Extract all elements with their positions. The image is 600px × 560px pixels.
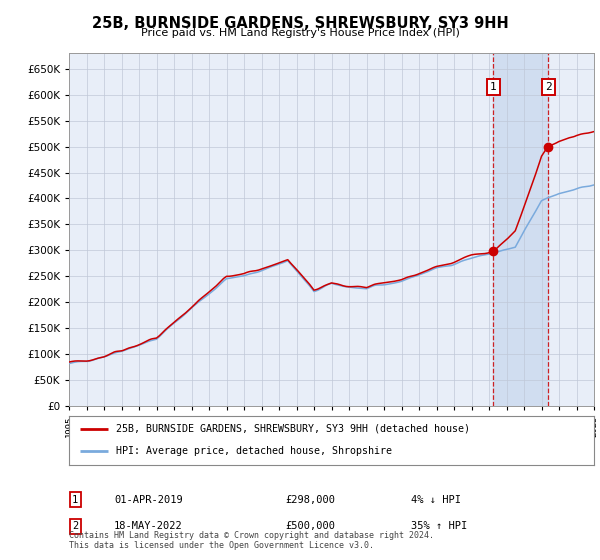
Text: 25B, BURNSIDE GARDENS, SHREWSBURY, SY3 9HH: 25B, BURNSIDE GARDENS, SHREWSBURY, SY3 9… <box>92 16 508 31</box>
Text: 35% ↑ HPI: 35% ↑ HPI <box>411 521 467 531</box>
Text: 2: 2 <box>545 82 551 92</box>
Text: 18-MAY-2022: 18-MAY-2022 <box>114 521 183 531</box>
Text: £500,000: £500,000 <box>285 521 335 531</box>
Text: 2: 2 <box>72 521 78 531</box>
Text: 1: 1 <box>72 494 78 505</box>
Text: Contains HM Land Registry data © Crown copyright and database right 2024.
This d: Contains HM Land Registry data © Crown c… <box>69 530 434 550</box>
Text: 4% ↓ HPI: 4% ↓ HPI <box>411 494 461 505</box>
Text: £298,000: £298,000 <box>285 494 335 505</box>
Text: 01-APR-2019: 01-APR-2019 <box>114 494 183 505</box>
Text: 25B, BURNSIDE GARDENS, SHREWSBURY, SY3 9HH (detached house): 25B, BURNSIDE GARDENS, SHREWSBURY, SY3 9… <box>116 424 470 434</box>
Bar <box>493 53 548 406</box>
Text: 1: 1 <box>490 82 497 92</box>
Text: HPI: Average price, detached house, Shropshire: HPI: Average price, detached house, Shro… <box>116 446 392 456</box>
Text: Price paid vs. HM Land Registry's House Price Index (HPI): Price paid vs. HM Land Registry's House … <box>140 28 460 38</box>
